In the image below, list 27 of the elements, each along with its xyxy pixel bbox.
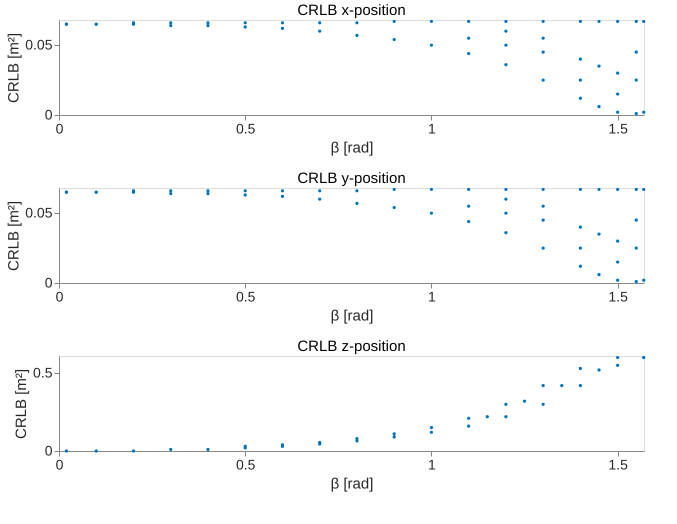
y-tick-label: 0 — [44, 442, 53, 458]
x-tick-label: 0.5 — [236, 456, 256, 472]
x-axis-title: β [rad] — [330, 308, 374, 324]
y-tick-label: 0 — [44, 274, 53, 290]
x-axis-title: β [rad] — [330, 140, 374, 156]
x-tick-label: 1 — [428, 288, 436, 304]
x-tick-label: 1 — [428, 456, 436, 472]
x-tick-label: 0 — [56, 120, 64, 136]
chart-title: CRLB x-position — [297, 2, 406, 19]
x-axis-title: β [rad] — [330, 476, 374, 492]
y-tick-label: 0.5 — [33, 364, 53, 381]
x-tick-label: 1.5 — [608, 456, 628, 472]
y-axis-title: CRLB [m²] — [5, 32, 22, 104]
x-tick-label: 1.5 — [608, 120, 628, 136]
x-tick-label: 0.5 — [236, 288, 256, 304]
chart-title: CRLB z-position — [297, 338, 406, 355]
y-axis-title: CRLB [m²] — [13, 368, 30, 440]
x-tick-label: 0 — [56, 456, 64, 472]
y-tick-label: 0.05 — [25, 36, 53, 53]
x-tick-label: 1.5 — [608, 288, 628, 304]
y-tick-label: 0 — [44, 106, 53, 122]
chart-title: CRLB y-position — [297, 170, 406, 187]
x-tick-label: 1 — [428, 120, 436, 136]
y-tick-label: 0.05 — [25, 204, 53, 221]
x-tick-label: 0 — [56, 288, 64, 304]
y-axis-title: CRLB [m²] — [5, 200, 22, 272]
x-tick-label: 0.5 — [236, 120, 256, 136]
